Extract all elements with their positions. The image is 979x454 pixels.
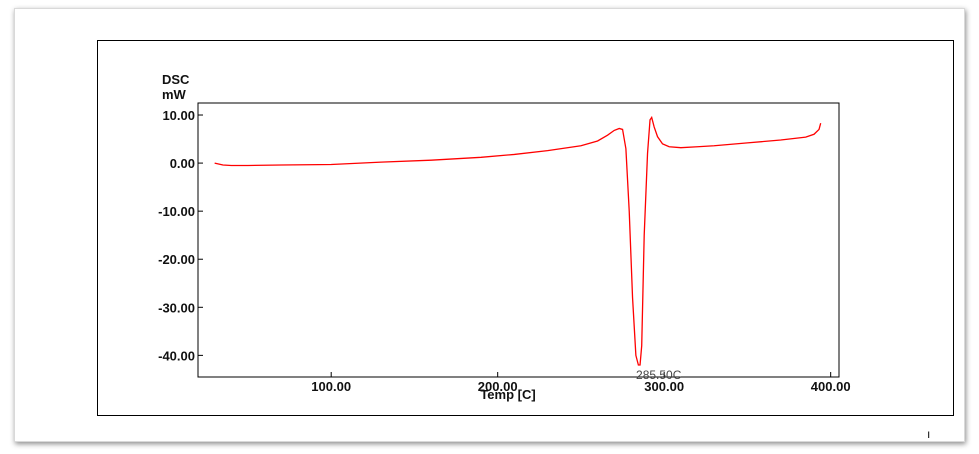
chart-area: DSC mW 100.00 200.00 300.00 400.00 10.00 0.0… [97, 40, 954, 416]
x-axis-label: Temp [C] [480, 387, 535, 402]
dsc-curve [214, 115, 822, 366]
x-tick-label: 200.00 [478, 379, 518, 394]
y-tick-label: -20.00 [158, 252, 195, 267]
y-axis-label-line1: DSC [162, 72, 190, 87]
peak-annotation: 285.50C [636, 368, 682, 382]
plot-area [197, 102, 840, 378]
chart-frame: DSC mW 100.00 200.00 300.00 400.00 10.00 0.0… [14, 8, 965, 442]
dsc-chart: DSC mW 100.00 200.00 300.00 400.00 10.00 0.0… [158, 72, 851, 402]
y-ticks: 10.00 0.00 -10.00 -20.00 -30.00 -40.00 [158, 108, 203, 363]
y-tick-label: 0.00 [170, 156, 195, 171]
y-tick-label: -10.00 [158, 204, 195, 219]
x-tick-label: 100.00 [311, 379, 351, 394]
y-tick-label: -40.00 [158, 348, 195, 363]
x-tick-label: 400.00 [811, 379, 851, 394]
corner-mark: ı [927, 427, 931, 441]
x-tick-label: 300.00 [644, 379, 684, 394]
y-tick-label: -30.00 [158, 300, 195, 315]
y-tick-label: 10.00 [162, 108, 195, 123]
y-axis-label-line2: mW [162, 87, 187, 102]
x-ticks: 100.00 200.00 300.00 400.00 [311, 372, 851, 394]
